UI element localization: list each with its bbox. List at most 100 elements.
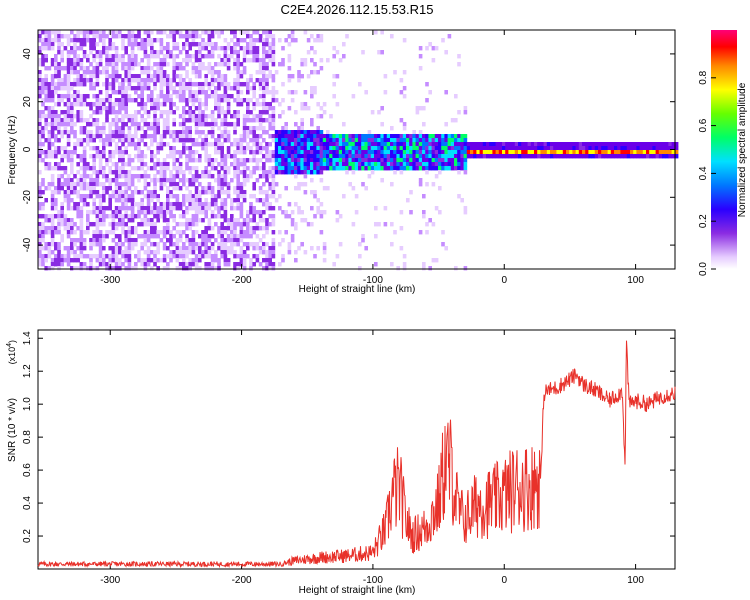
heatmap-cell [258,150,263,155]
heatmap-cell [118,90,122,95]
heatmap-cell [223,250,228,255]
heatmap-cell [201,118,205,123]
heatmap-cell [121,170,125,175]
heatmap-cell [150,218,154,223]
heatmap-cell [108,38,112,43]
heatmap-cell [463,142,468,147]
heatmap-cell [537,154,541,159]
heatmap-cell [422,138,426,143]
heatmap-cell [620,150,624,155]
heatmap-cell [290,74,295,79]
heatmap-cell [188,42,192,47]
heatmap-cell [265,178,269,183]
heatmap-cell [70,118,74,123]
heatmap-cell [121,82,125,87]
heatmap-cell [262,66,266,71]
heatmap-cell [70,238,74,243]
heatmap-cell [559,150,564,155]
heatmap-cell [146,98,151,103]
heatmap-cell [82,78,87,83]
heatmap-cell [82,230,87,235]
heatmap-cell [322,158,327,163]
heatmap-cell [310,94,314,99]
heatmap-cell [44,42,48,47]
heatmap-cell [108,170,112,175]
heatmap-cell [204,30,208,35]
heatmap-cell [329,154,333,159]
heatmap-cell [98,218,103,223]
heatmap-cell [537,142,541,147]
heatmap-cell [108,178,112,183]
heatmap-cell [281,138,285,143]
heatmap-cell [82,138,87,143]
heatmap-cell [60,206,64,211]
heatmap-cell [79,110,84,115]
heatmap-cell [201,90,205,95]
heatmap-cell [226,182,231,187]
heatmap-cell [674,154,679,159]
heatmap-cell [105,118,109,123]
heatmap-cell [134,242,138,247]
heatmap-cell [258,226,263,231]
heatmap-cell [150,90,154,95]
heatmap-cell [306,154,311,159]
heatmap-cell [194,222,199,227]
heatmap-cell [194,254,199,259]
heatmap-cell [274,134,279,139]
heatmap-cell [358,142,362,147]
heatmap-cell [380,146,384,151]
heatmap-cell [188,262,192,267]
heatmap-cell [137,258,141,263]
heatmap-cell [207,234,212,239]
heatmap-cell [156,230,160,235]
heatmap-cell [262,258,266,263]
heatmap-cell [191,138,196,143]
heatmap-cell [342,194,346,199]
heatmap-cell [290,34,295,39]
heatmap-cell [406,162,410,167]
heatmap-cell [361,158,365,163]
heatmap-cell [284,146,288,151]
heatmap-cell [137,214,141,219]
heatmap-cell [60,234,64,239]
heatmap-cell [361,134,365,139]
heatmap-cell [434,162,439,167]
heatmap-cell [262,74,266,79]
heatmap-cell [249,242,253,247]
heatmap-cell [300,166,304,171]
heatmap-cell [166,166,170,171]
heatmap-cell [226,134,231,139]
heatmap-cell [294,202,298,207]
heatmap-cell [460,198,464,203]
heatmap-cell [73,78,77,83]
heatmap-cell [121,222,125,227]
heatmap-cell [162,70,167,75]
heatmap-cell [233,82,237,87]
heatmap-cell [134,134,138,139]
heatmap-cell [335,158,340,163]
heatmap-cell [233,78,237,83]
heatmap-cell [143,142,148,147]
heatmap-cell [146,38,151,43]
heatmap-cell [252,134,256,139]
heatmap-cell [121,90,125,95]
heatmap-cell [66,98,71,103]
heatmap-cell [162,210,167,215]
heatmap-cell [86,118,90,123]
heatmap-cell [127,34,132,39]
heatmap-cell [66,82,71,87]
heatmap-cell [431,134,436,139]
heatmap-cell [150,206,154,211]
heatmap-cell [271,214,276,219]
colorbar-label: Normalized spectral amplitude [737,82,748,217]
heatmap-cell [130,206,135,211]
heatmap-cell [233,238,237,243]
heatmap-cell [242,158,247,163]
heatmap-cell [358,158,362,163]
heatmap-cell [262,90,266,95]
heatmap-cell [175,194,180,199]
heatmap-cell [444,122,448,127]
heatmap-cell [118,106,122,111]
heatmap-cell [271,38,276,43]
heatmap-cell [57,250,61,255]
